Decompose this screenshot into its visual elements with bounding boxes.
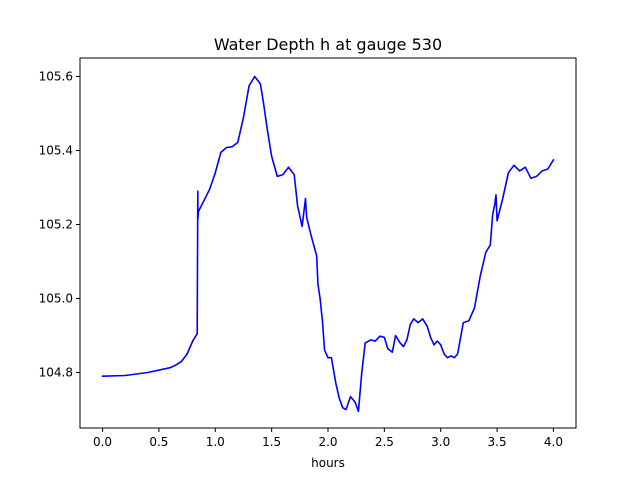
axis-ticks: 0.0 0.5 1.0 1.5 2.0 2.5 3.0 3.5 4.0 104.8 105.0 105…	[39, 70, 563, 450]
x-tick-label: 3.5	[488, 435, 507, 449]
x-tick-label: 1.5	[262, 435, 281, 449]
y-tick-label: 104.8	[39, 366, 73, 380]
series-line-0	[101, 75, 555, 413]
y-tick-label: 105.2	[39, 218, 73, 232]
x-tick-label: 0.0	[93, 435, 112, 449]
y-tick-label: 105.4	[39, 144, 73, 158]
x-tick-label: 3.0	[431, 435, 450, 449]
axes-frame	[79, 57, 577, 429]
x-tick-label: 4.0	[544, 435, 563, 449]
x-tick-label: 2.5	[375, 435, 394, 449]
y-tick-label: 105.6	[39, 70, 73, 84]
x-tick-label: 2.0	[318, 435, 337, 449]
plot-area	[101, 75, 555, 413]
x-tick-label: 0.5	[149, 435, 168, 449]
y-tick-label: 105.0	[39, 292, 73, 306]
x-axis-label: hours	[311, 456, 345, 470]
x-tick-label: 1.0	[206, 435, 225, 449]
chart-title: Water Depth h at gauge 530	[214, 35, 442, 54]
